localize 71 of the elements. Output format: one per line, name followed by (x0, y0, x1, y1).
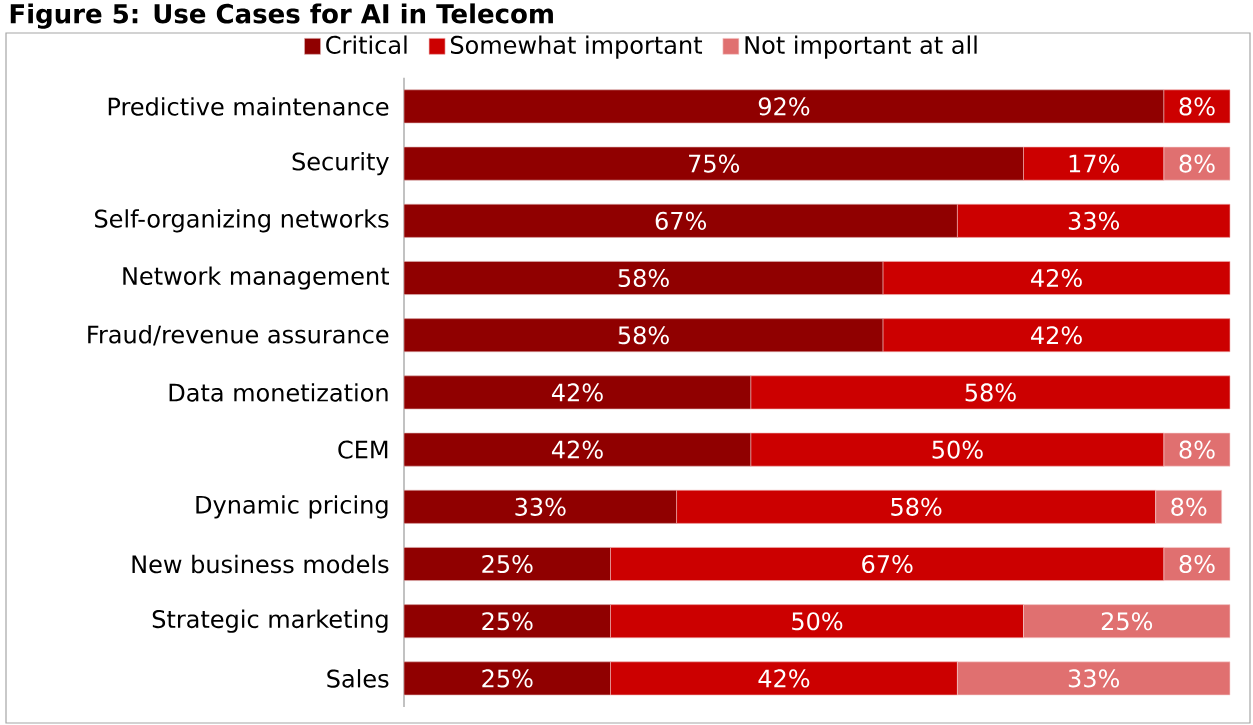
y-tick-label: Sales (327, 669, 389, 688)
y-tick-label: Security (292, 152, 389, 176)
bar (403, 547, 611, 581)
bar (610, 604, 1024, 639)
bar (957, 203, 1231, 238)
data-label: 58% (891, 497, 942, 516)
data-label: 25% (1101, 612, 1153, 631)
data-label: 25% (482, 669, 533, 688)
y-tick-label: New business models (132, 554, 389, 574)
data-label: 8% (1179, 97, 1215, 116)
data-label: 50% (792, 612, 843, 631)
data-label: 33% (1068, 211, 1120, 230)
y-tick-label: Data monetization (169, 383, 388, 402)
data-label: 8% (1179, 554, 1215, 574)
data-label: 17% (1069, 154, 1120, 173)
data-label: 42% (551, 383, 603, 402)
data-label: 8% (1179, 440, 1215, 459)
data-label: 25% (482, 554, 533, 574)
data-label: 50% (932, 440, 983, 459)
bar (403, 432, 752, 467)
data-label: 33% (1068, 669, 1120, 688)
bar (1023, 146, 1165, 181)
legend-label: Critical (326, 35, 407, 55)
y-tick-label: Strategic marketing (152, 609, 388, 633)
y-tick-label: Fraud/revenue assurance (88, 324, 389, 346)
data-label: 92% (758, 97, 810, 116)
bar (1023, 604, 1231, 639)
data-label: 58% (618, 326, 669, 345)
bar (403, 604, 611, 639)
bar (610, 661, 958, 696)
data-label: 42% (758, 669, 810, 688)
y-tick-label: Predictive maintenance (108, 97, 389, 116)
data-label: 67% (862, 554, 913, 574)
y-tick-label: Network management (123, 266, 390, 290)
data-label: 58% (618, 268, 669, 288)
data-label: 8% (1171, 497, 1207, 516)
bar (403, 203, 958, 238)
bar (1163, 432, 1231, 467)
y-tick-label: CEM (338, 440, 388, 459)
y-tick-label: Self-organizing networks (95, 209, 389, 233)
bar (676, 489, 1156, 524)
bar (403, 661, 611, 696)
data-label: 42% (1031, 326, 1082, 345)
bar (403, 375, 752, 410)
bar (1155, 489, 1223, 524)
bar (750, 375, 1231, 410)
data-label: 42% (1031, 268, 1082, 288)
bar (610, 547, 1165, 581)
data-label: 25% (482, 612, 533, 631)
bar (403, 89, 1165, 124)
bar (882, 318, 1231, 353)
legend-label: Not important at all (745, 35, 977, 59)
chart-title: Figure 5: Use Cases for AI in Telecom (10, 3, 553, 29)
data-label: 33% (515, 497, 566, 516)
bar (1163, 547, 1231, 581)
data-label: 42% (551, 440, 603, 459)
data-label: 67% (655, 211, 707, 230)
data-label: 58% (965, 383, 1016, 402)
bar (403, 146, 1024, 181)
bar (403, 489, 677, 524)
data-label: 75% (689, 154, 740, 173)
bar (957, 661, 1231, 696)
y-tick-label: Dynamic pricing (196, 495, 388, 519)
legend-label: Somewhat important (450, 35, 703, 59)
bar (750, 432, 1165, 467)
bar (882, 261, 1231, 295)
data-label: 8% (1179, 154, 1215, 173)
bar (1163, 146, 1231, 181)
bar (1163, 89, 1231, 124)
bar (403, 318, 884, 353)
bar (403, 261, 884, 295)
